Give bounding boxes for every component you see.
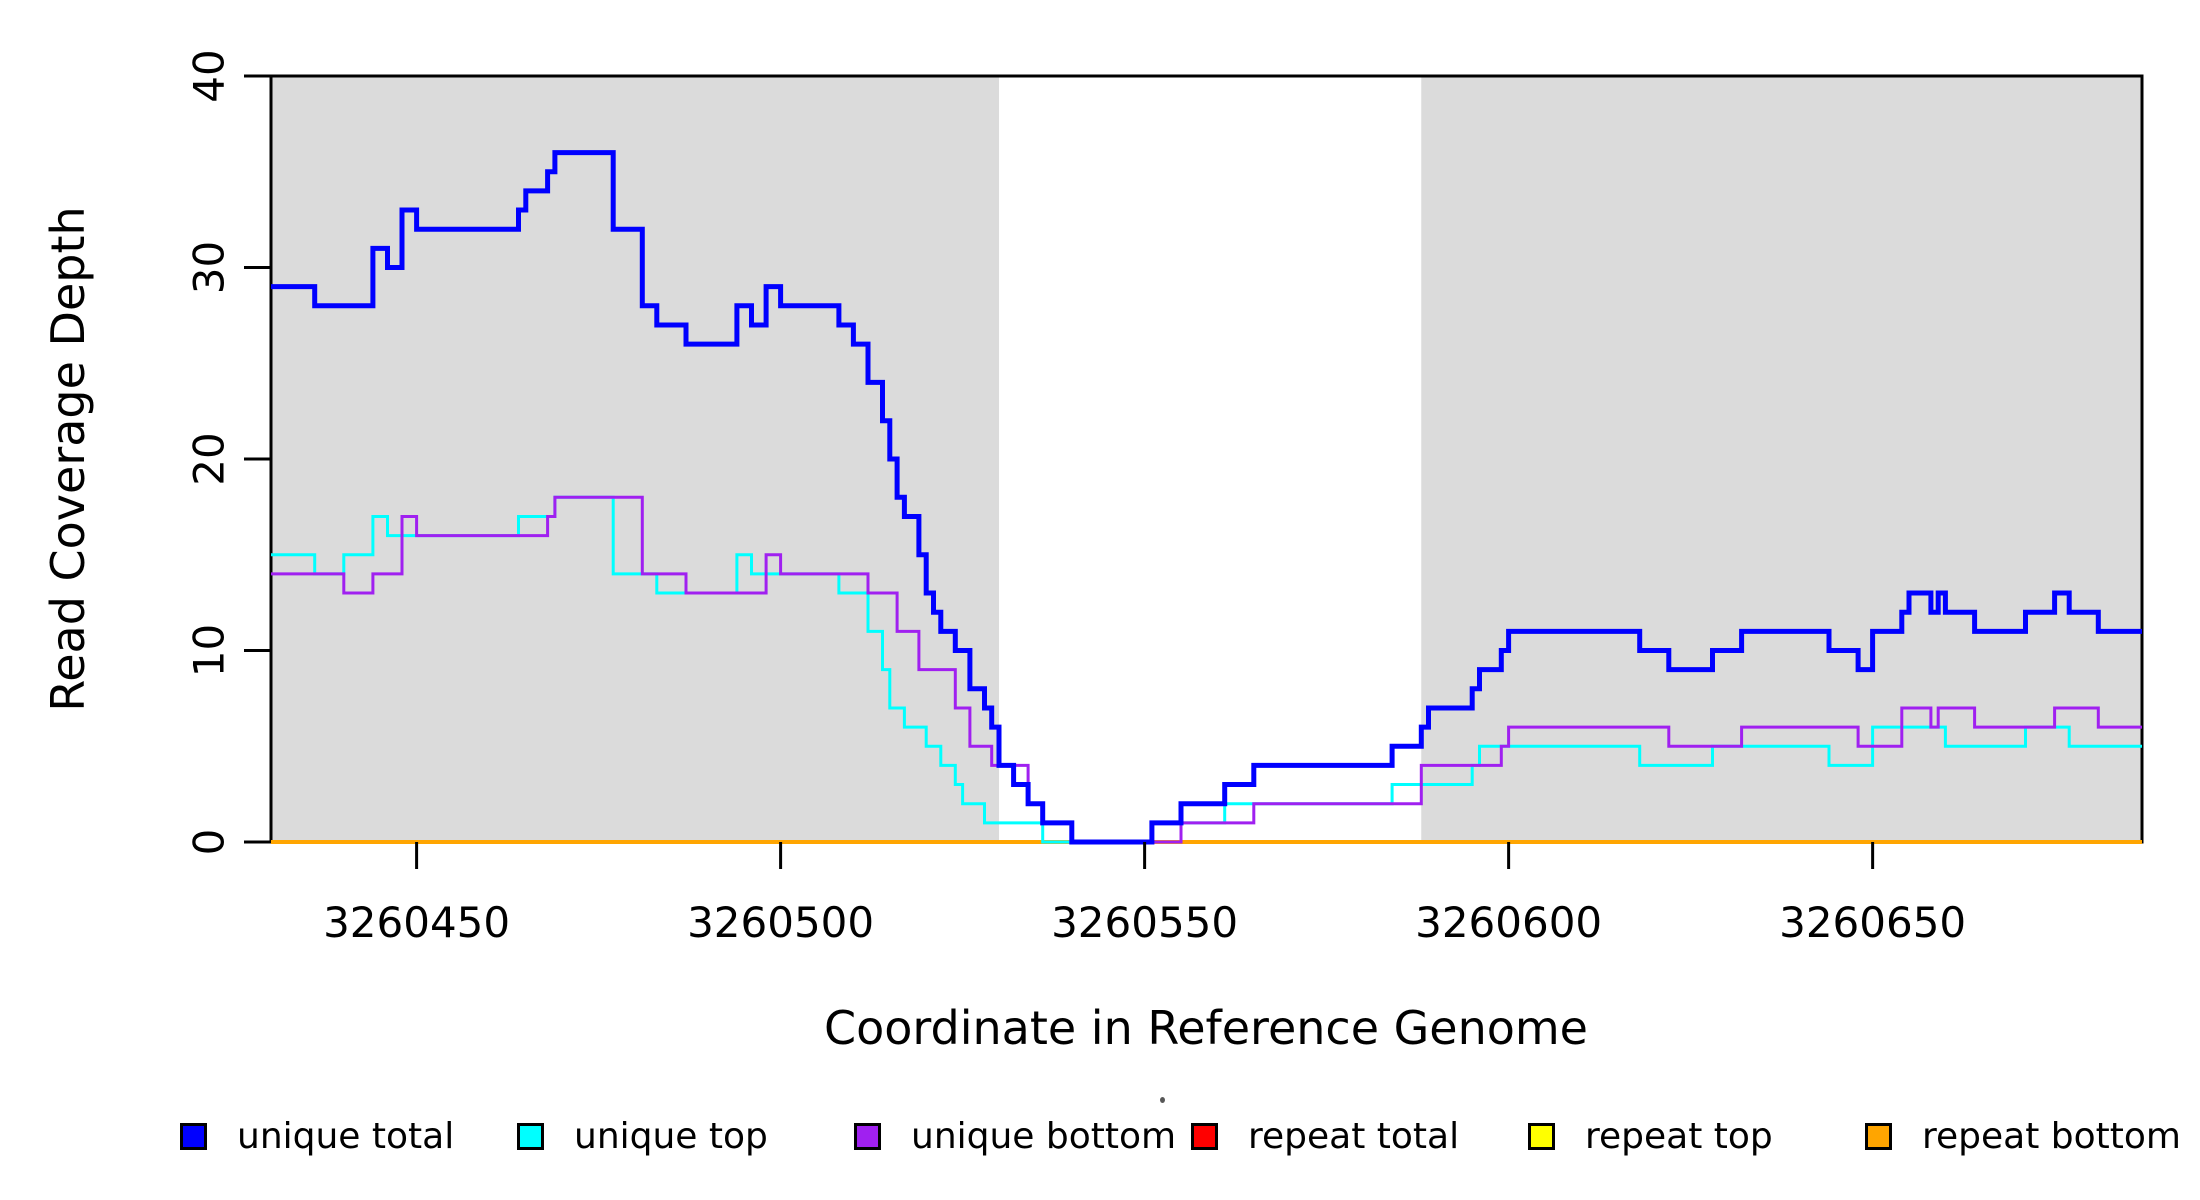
x-tick-label: 3260600: [1415, 898, 1602, 947]
y-tick-label: 0: [185, 829, 234, 856]
legend-item-repeat-bottom: repeat bottom: [1865, 1108, 2181, 1164]
x-tick-label: 3260550: [1051, 898, 1238, 947]
series-unique-total: [271, 150, 2142, 845]
y-tick-label: 20: [185, 432, 234, 485]
legend: unique total unique top unique bottom repea…: [0, 1108, 2200, 1172]
legend-label: unique bottom: [911, 1115, 1177, 1157]
legend-label: repeat top: [1585, 1115, 1773, 1157]
shaded-region-1: [1421, 76, 2142, 842]
legend-swatch-unique-total: [180, 1122, 207, 1150]
legend-swatch-repeat-total: [1191, 1122, 1218, 1150]
y-tick-label: 30: [185, 241, 234, 294]
legend-item-unique-total: unique total: [180, 1108, 454, 1164]
legend-label: unique top: [574, 1115, 768, 1157]
legend-swatch-repeat-top: [1528, 1122, 1555, 1150]
legend-label: repeat bottom: [1922, 1115, 2181, 1157]
legend-item-unique-top: unique top: [517, 1108, 768, 1164]
legend-swatch-unique-bottom: [854, 1122, 881, 1150]
legend-label: repeat total: [1248, 1115, 1460, 1157]
legend-item-repeat-total: repeat total: [1191, 1108, 1459, 1164]
legend-swatch-repeat-bottom: [1865, 1122, 1892, 1150]
legend-item-repeat-top: repeat top: [1528, 1108, 1773, 1164]
x-tick-label: 3260500: [687, 898, 874, 947]
x-tick-label: 3260450: [323, 898, 510, 947]
x-tick-label: 3260650: [1779, 898, 1966, 947]
legend-item-unique-bottom: unique bottom: [854, 1108, 1176, 1164]
shaded-region-0: [271, 76, 1000, 842]
legend-label: unique total: [237, 1115, 455, 1157]
y-tick-label: 10: [185, 624, 234, 677]
x-axis-title: Coordinate in Reference Genome: [824, 1001, 1588, 1055]
y-axis-title: Read Coverage Depth: [41, 206, 95, 712]
y-tick-label: 40: [185, 49, 234, 102]
legend-swatch-unique-top: [517, 1122, 544, 1150]
stray-dot-artifact: [1160, 1097, 1165, 1103]
